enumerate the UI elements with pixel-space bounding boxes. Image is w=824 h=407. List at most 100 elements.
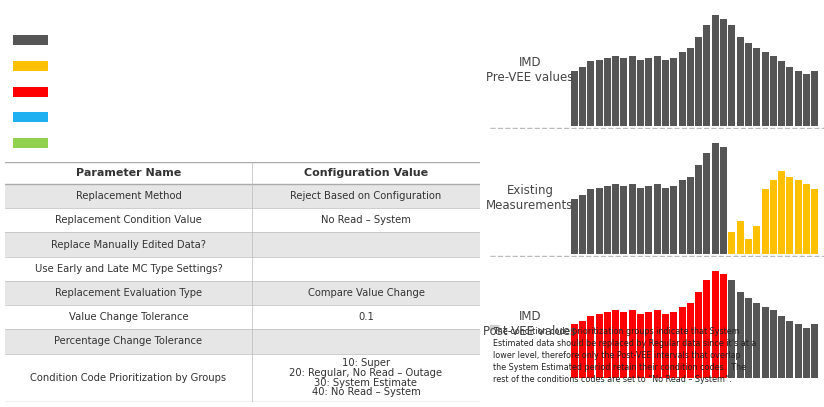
Text: Compare Value Change: Compare Value Change bbox=[307, 288, 424, 298]
Bar bbox=[778, 61, 785, 126]
Polygon shape bbox=[490, 325, 500, 332]
Bar bbox=[737, 292, 744, 378]
Bar bbox=[812, 324, 818, 378]
Bar bbox=[687, 48, 694, 126]
Bar bbox=[728, 280, 735, 378]
Bar bbox=[761, 189, 769, 254]
Text: The condition code prioritization groups indicate that System
Estimated data sho: The condition code prioritization groups… bbox=[494, 328, 756, 384]
Bar bbox=[662, 59, 669, 126]
Bar bbox=[13, 35, 48, 45]
Bar bbox=[745, 298, 752, 378]
Bar bbox=[720, 19, 727, 126]
Text: Reject Based on Configuration: Reject Based on Configuration bbox=[290, 191, 442, 201]
Bar bbox=[678, 180, 686, 254]
Text: = Super: = Super bbox=[53, 138, 93, 148]
Bar bbox=[653, 184, 661, 254]
Bar bbox=[794, 180, 802, 254]
Bar bbox=[678, 52, 686, 126]
Bar bbox=[695, 165, 702, 254]
Text: Configuration Value: Configuration Value bbox=[304, 168, 428, 178]
Text: 0.1: 0.1 bbox=[358, 312, 374, 322]
Text: Percentage Change Tolerance: Percentage Change Tolerance bbox=[54, 337, 203, 346]
Text: Parameter Name: Parameter Name bbox=[76, 168, 181, 178]
Bar bbox=[612, 310, 619, 378]
Bar bbox=[670, 58, 677, 126]
Bar bbox=[670, 186, 677, 254]
Text: 30: System Estimate: 30: System Estimate bbox=[315, 378, 418, 387]
Text: Value Change Tolerance: Value Change Tolerance bbox=[68, 312, 189, 322]
Bar bbox=[579, 195, 586, 254]
Bar bbox=[695, 37, 702, 126]
Bar bbox=[704, 280, 710, 378]
Bar bbox=[579, 321, 586, 378]
Bar bbox=[5, 232, 480, 257]
Bar bbox=[13, 138, 48, 148]
Bar bbox=[753, 48, 761, 126]
Bar bbox=[794, 71, 802, 126]
Bar bbox=[786, 67, 794, 126]
Text: = System Estimated: = System Estimated bbox=[53, 61, 153, 71]
Text: = No Read – System: = No Read – System bbox=[53, 87, 152, 96]
Bar bbox=[620, 312, 628, 378]
Bar bbox=[620, 186, 628, 254]
Bar bbox=[786, 177, 794, 254]
Bar bbox=[604, 58, 611, 126]
Bar bbox=[770, 180, 777, 254]
Text: No Read – System: No Read – System bbox=[321, 215, 411, 225]
Bar bbox=[753, 303, 761, 378]
Bar bbox=[712, 271, 719, 378]
Bar bbox=[794, 324, 802, 378]
Bar bbox=[728, 24, 735, 126]
Bar bbox=[753, 226, 761, 254]
Bar bbox=[720, 147, 727, 254]
Text: 40: No Read – System: 40: No Read – System bbox=[311, 387, 420, 397]
Text: Use Early and Late MC Type Settings?: Use Early and Late MC Type Settings? bbox=[35, 264, 222, 274]
Bar bbox=[5, 281, 480, 305]
Bar bbox=[596, 59, 602, 126]
Bar bbox=[704, 24, 710, 126]
Text: Existing
Measurements: Existing Measurements bbox=[486, 184, 574, 212]
Bar bbox=[803, 184, 810, 254]
Bar bbox=[687, 177, 694, 254]
Bar bbox=[678, 306, 686, 378]
Bar bbox=[778, 315, 785, 378]
Bar bbox=[13, 61, 48, 71]
Text: IMD
Pre-VEE values: IMD Pre-VEE values bbox=[486, 56, 574, 84]
Bar bbox=[812, 189, 818, 254]
Bar bbox=[588, 315, 594, 378]
Bar bbox=[571, 324, 578, 378]
Bar bbox=[13, 87, 48, 96]
Bar bbox=[13, 112, 48, 123]
Bar bbox=[745, 239, 752, 254]
Bar bbox=[579, 67, 586, 126]
Bar bbox=[737, 37, 744, 126]
Bar bbox=[637, 314, 644, 378]
Bar bbox=[620, 58, 628, 126]
Bar bbox=[786, 321, 794, 378]
Bar bbox=[662, 188, 669, 254]
Bar bbox=[712, 143, 719, 254]
Bar bbox=[745, 43, 752, 126]
Text: Condition Code Prioritization by Groups: Condition Code Prioritization by Groups bbox=[30, 373, 227, 383]
Bar bbox=[5, 184, 480, 208]
Bar bbox=[588, 61, 594, 126]
Text: Replacement Method: Replacement Method bbox=[76, 191, 181, 201]
Bar bbox=[695, 292, 702, 378]
Bar bbox=[670, 312, 677, 378]
Bar bbox=[637, 188, 644, 254]
Bar bbox=[629, 184, 636, 254]
Bar bbox=[778, 171, 785, 254]
Text: IMD
Post-VEE values: IMD Post-VEE values bbox=[484, 310, 577, 338]
Bar bbox=[712, 15, 719, 126]
Bar bbox=[720, 274, 727, 378]
Bar bbox=[653, 56, 661, 126]
Bar bbox=[604, 312, 611, 378]
Bar bbox=[596, 188, 602, 254]
Bar bbox=[612, 184, 619, 254]
Bar bbox=[687, 303, 694, 378]
Bar bbox=[629, 310, 636, 378]
Bar bbox=[612, 56, 619, 126]
Bar bbox=[812, 71, 818, 126]
Bar bbox=[629, 56, 636, 126]
Bar bbox=[737, 221, 744, 254]
